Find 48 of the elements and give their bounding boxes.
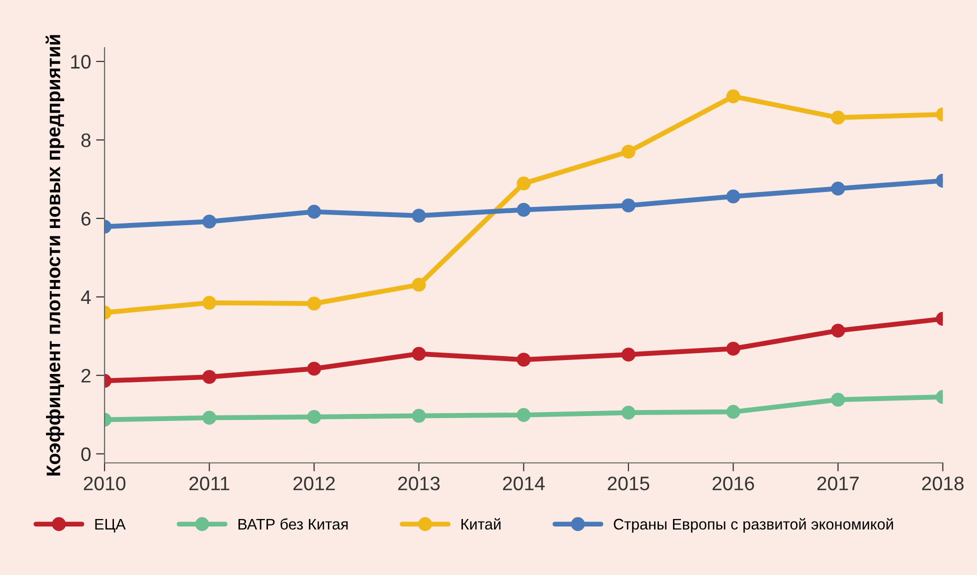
y-tick-label: 6 <box>82 212 90 226</box>
point <box>831 110 845 125</box>
x-tick-label: 2016 <box>712 476 754 490</box>
point <box>516 352 531 367</box>
point <box>831 324 845 338</box>
point <box>412 408 426 423</box>
point <box>202 370 216 384</box>
legend-label: ЕЦА <box>95 518 126 533</box>
point <box>412 278 426 292</box>
x-tick-label: 2015 <box>608 476 650 490</box>
legend-label: Страны Европы с развитой экономикой <box>614 518 893 533</box>
point <box>831 182 845 196</box>
x-tick-label: 2018 <box>922 476 964 490</box>
point <box>516 202 531 217</box>
x-tick-label: 2013 <box>398 476 440 490</box>
y-tick-label: 8 <box>81 133 90 148</box>
point <box>831 392 845 407</box>
point <box>726 404 740 419</box>
point <box>202 410 216 425</box>
point <box>412 208 426 223</box>
x-tick-label: 2011 <box>189 476 230 490</box>
point <box>726 342 740 356</box>
point <box>622 348 636 362</box>
point <box>622 144 636 159</box>
x-tick-label: 2017 <box>817 476 859 490</box>
y-axis-title: Коэффициент плотности новых предприятий <box>46 35 64 476</box>
point <box>202 214 216 228</box>
point <box>202 296 216 310</box>
x-tick-label: 2012 <box>293 476 335 490</box>
point <box>622 198 636 212</box>
point <box>516 408 531 422</box>
y-tick-label: 2 <box>82 368 90 382</box>
y-tick-label: 0 <box>81 447 91 462</box>
point <box>622 406 636 420</box>
point <box>516 176 531 190</box>
x-tick-label: 2010 <box>84 476 126 490</box>
point <box>726 89 740 104</box>
point <box>307 362 322 376</box>
legend-label: ВАТР без Китая <box>238 518 348 530</box>
point <box>726 189 740 204</box>
x-tick-label: 2014 <box>503 476 545 490</box>
point <box>307 204 322 219</box>
point <box>307 296 322 311</box>
point <box>307 410 322 424</box>
y-tick-label: 10 <box>71 54 91 69</box>
legend-label: Китай <box>461 518 500 530</box>
y-tick-label: 4 <box>80 290 91 304</box>
point <box>412 346 426 361</box>
